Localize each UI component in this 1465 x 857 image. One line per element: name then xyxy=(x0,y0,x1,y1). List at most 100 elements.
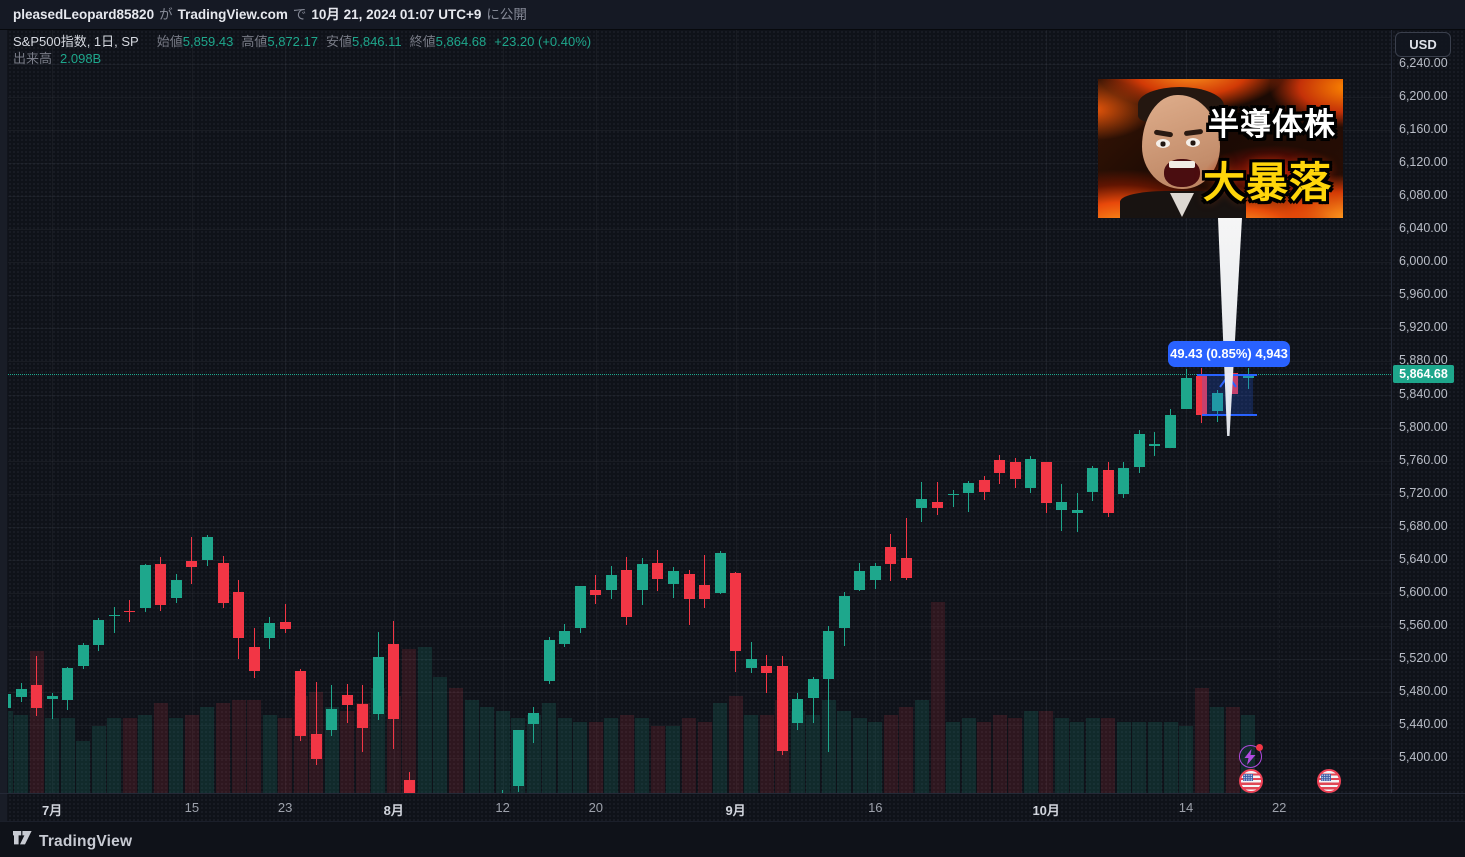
close-value: 5,864.68 xyxy=(435,34,487,49)
price-gridline xyxy=(0,592,1391,594)
price-tick-label: 5,520.00 xyxy=(1399,650,1448,665)
time-tick-label: 14 xyxy=(1178,800,1194,815)
volume-bar xyxy=(1023,710,1038,793)
volume-bar xyxy=(371,688,386,793)
price-gridline xyxy=(0,295,1391,297)
symbol-title[interactable]: S&P500指数, 1日, SP xyxy=(13,34,139,49)
candle xyxy=(341,695,353,706)
price-gridline xyxy=(0,262,1391,264)
candle xyxy=(745,658,757,668)
price-tick-label: 5,760.00 xyxy=(1399,452,1448,467)
volume-bar xyxy=(1085,718,1100,793)
candle xyxy=(978,480,990,492)
candle xyxy=(1165,415,1176,449)
price-tick-label: 6,000.00 xyxy=(1399,254,1448,269)
candle xyxy=(1242,374,1254,379)
candle xyxy=(761,665,773,673)
thumbnail-headline-2: 大暴落 xyxy=(1202,159,1332,206)
candle xyxy=(730,572,742,652)
volume-bar xyxy=(169,718,184,793)
volume-bar xyxy=(184,714,199,793)
price-axis[interactable]: 6,240.00 6,200.00 6,160.00 6,120.00 6,080.00… xyxy=(1391,30,1465,793)
candle xyxy=(77,644,89,667)
time-axis[interactable]: 7月 15 23 8月 12 20 9月 16 10月 14 22 xyxy=(0,793,1465,822)
currency-button[interactable]: USD xyxy=(1395,32,1451,57)
candle xyxy=(155,563,167,606)
volume-label: 出来高 xyxy=(13,51,53,66)
candle-wick xyxy=(968,481,969,512)
candle xyxy=(838,596,850,629)
candle-wick xyxy=(1247,367,1249,390)
price-gridline xyxy=(0,394,1391,396)
volume-bar xyxy=(1008,718,1023,793)
candle xyxy=(264,622,276,639)
volume-bar xyxy=(449,688,463,793)
volume-bar xyxy=(138,714,153,793)
us-flag-canton xyxy=(1321,774,1331,781)
price-tick-label: 6,160.00 xyxy=(1399,122,1448,137)
tradingview-logo-icon[interactable] xyxy=(13,831,32,853)
candle xyxy=(62,667,74,701)
candle xyxy=(714,553,726,593)
share-particle: で xyxy=(292,7,307,22)
video-thumbnail-overlay[interactable]: 半導体株 大暴落 xyxy=(1098,79,1343,218)
candle xyxy=(217,563,229,603)
volume-bar xyxy=(759,714,774,793)
volume-bar xyxy=(91,725,106,793)
time-tick-label: 22 xyxy=(1271,800,1287,815)
volume-bar xyxy=(76,740,91,793)
price-gridline xyxy=(0,328,1391,330)
candle xyxy=(372,657,384,715)
volume-bar xyxy=(930,602,945,793)
candle xyxy=(574,586,586,629)
idea-flash-icon[interactable] xyxy=(1239,744,1263,768)
candle xyxy=(170,580,182,598)
candle-wick xyxy=(113,606,115,634)
price-tick-label: 6,200.00 xyxy=(1399,89,1448,103)
volume-bar xyxy=(868,721,883,793)
volume-value: 2.098B xyxy=(60,51,102,66)
candle xyxy=(528,712,540,725)
candle xyxy=(93,620,105,645)
candle xyxy=(947,494,959,496)
volume-bar xyxy=(1163,721,1178,793)
candle xyxy=(1196,375,1207,416)
price-gridline xyxy=(0,691,1391,693)
time-gridline xyxy=(735,30,737,793)
candle xyxy=(605,575,617,591)
candle xyxy=(667,571,679,585)
measure-tooltip[interactable]: 49.43 (0.85%) 4,943 xyxy=(1168,341,1290,367)
volume-bar xyxy=(216,703,230,793)
candle xyxy=(186,561,198,568)
candle-wick xyxy=(828,625,830,753)
time-tick-label: 8月 xyxy=(383,803,404,818)
volume-bar xyxy=(402,649,417,793)
share-site: TradingView.com xyxy=(177,7,288,22)
legend: S&P500指数, 1日, SP 始値5,859.43 高値5,872.17 安値5,… xyxy=(13,33,591,67)
tradingview-logo-text[interactable]: TradingView xyxy=(39,833,133,850)
price-tick-label: 6,240.00 xyxy=(1399,56,1448,70)
candle xyxy=(1180,378,1192,409)
chart-plot-area[interactable] xyxy=(0,30,1391,793)
us-economic-event-icon[interactable] xyxy=(1317,769,1341,793)
volume-bar xyxy=(464,699,479,793)
time-gridline xyxy=(1186,30,1187,793)
volume-bar xyxy=(961,718,976,793)
last-price-line xyxy=(0,374,1391,376)
time-tick-label: 7月 xyxy=(41,803,63,818)
candle xyxy=(31,685,43,709)
candle-wick xyxy=(704,554,705,608)
us-economic-event-icon[interactable] xyxy=(1239,769,1263,793)
candle-wick xyxy=(51,692,53,720)
candle xyxy=(388,644,400,720)
volume-bar xyxy=(262,714,277,793)
candle-wick xyxy=(750,641,752,673)
volume-bar xyxy=(107,718,122,793)
volume-bar xyxy=(1147,721,1162,793)
candle xyxy=(823,630,835,679)
volume-bar xyxy=(526,714,541,793)
price-tick-label: 5,840.00 xyxy=(1399,386,1448,401)
share-bar: pleasedLeopard85820 が TradingView.com で 10月 … xyxy=(0,0,1465,30)
candle xyxy=(699,585,710,600)
